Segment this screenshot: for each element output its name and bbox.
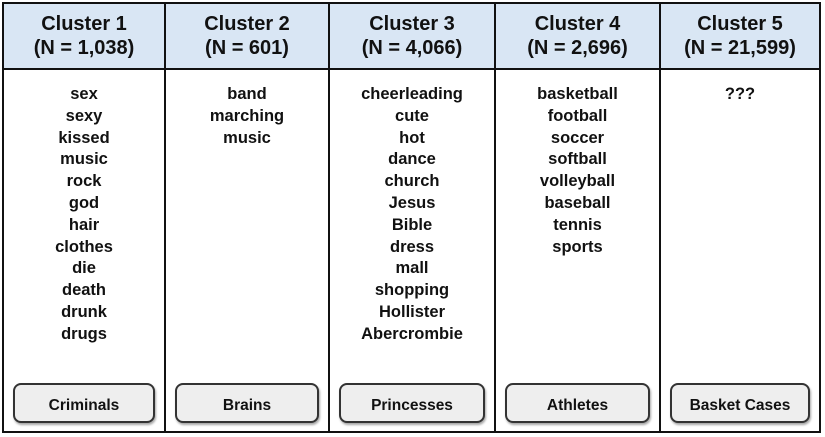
term-item: Bible xyxy=(391,215,433,234)
cluster-count: (N = 2,696) xyxy=(527,37,628,59)
term-item: shopping xyxy=(374,281,450,300)
cluster-header: Cluster 1 (N = 1,038) xyxy=(4,4,164,70)
cluster-column: Cluster 3 (N = 4,066) cheerleading cute ho… xyxy=(330,4,496,431)
term-item: tennis xyxy=(553,215,602,234)
cluster-terms: band marching music xyxy=(166,70,328,149)
term-item: Hollister xyxy=(378,302,446,321)
term-item: drugs xyxy=(61,324,107,343)
cluster-column: Cluster 5 (N = 21,599) ??? Basket Cases xyxy=(661,4,819,431)
cluster-label: Princesses xyxy=(339,383,485,423)
term-item: cheerleading xyxy=(361,85,463,103)
term-item: softball xyxy=(548,150,607,169)
term-item: kissed xyxy=(58,128,110,147)
cluster-table: Cluster 1 (N = 1,038) sex sexy kissed music… xyxy=(2,2,821,433)
cluster-header: Cluster 2 (N = 601) xyxy=(166,4,328,70)
term-item: hot xyxy=(399,128,425,147)
cluster-label: Athletes xyxy=(505,383,650,423)
term-item: sports xyxy=(552,237,603,256)
term-item: ??? xyxy=(724,85,756,103)
term-item: volleyball xyxy=(539,172,616,191)
cluster-count: (N = 601) xyxy=(205,37,289,59)
cluster-column: Cluster 2 (N = 601) band marching music Br… xyxy=(166,4,330,431)
term-item: cute xyxy=(395,106,429,125)
term-item: god xyxy=(68,193,100,212)
term-item: baseball xyxy=(544,193,611,212)
cluster-header: Cluster 4 (N = 2,696) xyxy=(496,4,659,70)
term-item: drunk xyxy=(61,302,107,321)
cluster-title: Cluster 3 xyxy=(369,13,455,35)
term-item: dance xyxy=(388,150,436,169)
term-item: soccer xyxy=(550,128,605,147)
term-item: church xyxy=(384,172,440,191)
cluster-terms: cheerleading cute hot dance church Jesus Bible… xyxy=(330,70,494,346)
cluster-terms: ??? xyxy=(661,70,819,106)
term-item: marching xyxy=(209,106,285,125)
term-item: mall xyxy=(395,259,429,278)
cluster-count: (N = 1,038) xyxy=(33,37,135,59)
term-item: Abercrombie xyxy=(361,324,463,343)
cluster-label: Criminals xyxy=(13,383,155,423)
term-item: rock xyxy=(66,172,102,191)
term-item: death xyxy=(61,281,106,300)
term-item: music xyxy=(60,150,108,169)
term-item: clothes xyxy=(55,237,113,256)
cluster-count: (N = 4,066) xyxy=(361,37,463,59)
term-item: hair xyxy=(68,215,100,234)
cluster-label: Basket Cases xyxy=(670,383,810,423)
cluster-title: Cluster 1 xyxy=(41,13,127,35)
cluster-title: Cluster 2 xyxy=(204,13,290,35)
cluster-column: Cluster 1 (N = 1,038) sex sexy kissed music… xyxy=(4,4,166,431)
term-item: music xyxy=(223,128,271,147)
cluster-label: Brains xyxy=(175,383,319,423)
cluster-title: Cluster 5 xyxy=(697,13,783,35)
term-item: Jesus xyxy=(388,193,436,212)
cluster-title: Cluster 4 xyxy=(534,13,621,35)
cluster-count: (N = 21,599) xyxy=(684,37,796,59)
term-item: basketball xyxy=(537,85,618,103)
cluster-column: Cluster 4 (N = 2,696) basketball football… xyxy=(496,4,661,431)
term-item: football xyxy=(547,106,608,125)
cluster-terms: sex sexy kissed music rock god hair clothes die d… xyxy=(4,70,164,346)
cluster-header: Cluster 5 (N = 21,599) xyxy=(661,4,819,70)
term-item: band xyxy=(227,85,267,103)
term-item: sex xyxy=(70,85,98,103)
term-item: dress xyxy=(389,237,435,256)
cluster-header: Cluster 3 (N = 4,066) xyxy=(330,4,494,70)
cluster-terms: basketball football soccer softball volleyba… xyxy=(496,70,659,258)
term-item: die xyxy=(72,259,96,278)
term-item: sexy xyxy=(65,106,103,125)
